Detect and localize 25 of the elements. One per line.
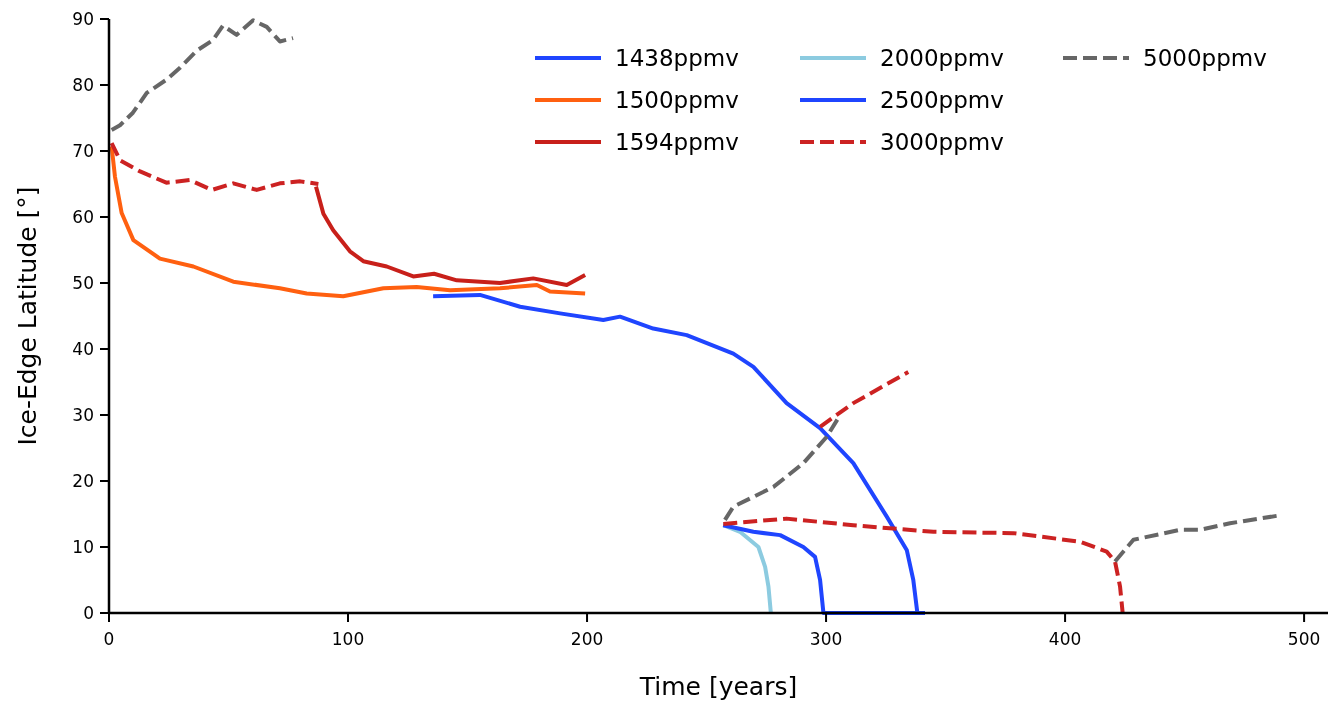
legend-label: 3000ppmv: [880, 129, 1004, 155]
y-axis-title: Ice-Edge Latitude [°]: [13, 186, 42, 446]
y-tick-label: 0: [83, 603, 94, 623]
y-tick-label: 70: [72, 141, 94, 161]
legend-label: 5000ppmv: [1143, 45, 1267, 71]
x-tick-label: 400: [1048, 629, 1082, 649]
x-tick-label: 300: [809, 629, 843, 649]
x-axis-title: Time [years]: [638, 672, 798, 701]
x-tick-label: 100: [331, 629, 365, 649]
y-tick-label: 50: [72, 273, 94, 293]
y-tick-label: 40: [72, 339, 94, 359]
legend-label: 1500ppmv: [615, 87, 739, 113]
y-tick-label: 30: [72, 405, 94, 425]
y-tick-label: 80: [72, 75, 94, 95]
x-tick-label: 0: [103, 629, 115, 649]
y-tick-label: 20: [72, 471, 94, 491]
legend-label: 2500ppmv: [880, 87, 1004, 113]
y-tick-label: 90: [72, 9, 94, 29]
y-tick-label: 60: [72, 207, 94, 227]
y-tick-label: 10: [72, 537, 94, 557]
legend-label: 1594ppmv: [615, 129, 739, 155]
x-tick-label: 200: [570, 629, 604, 649]
legend-label: 1438ppmv: [615, 45, 739, 71]
legend-label: 2000ppmv: [880, 45, 1004, 71]
x-tick-label: 500: [1287, 629, 1321, 649]
